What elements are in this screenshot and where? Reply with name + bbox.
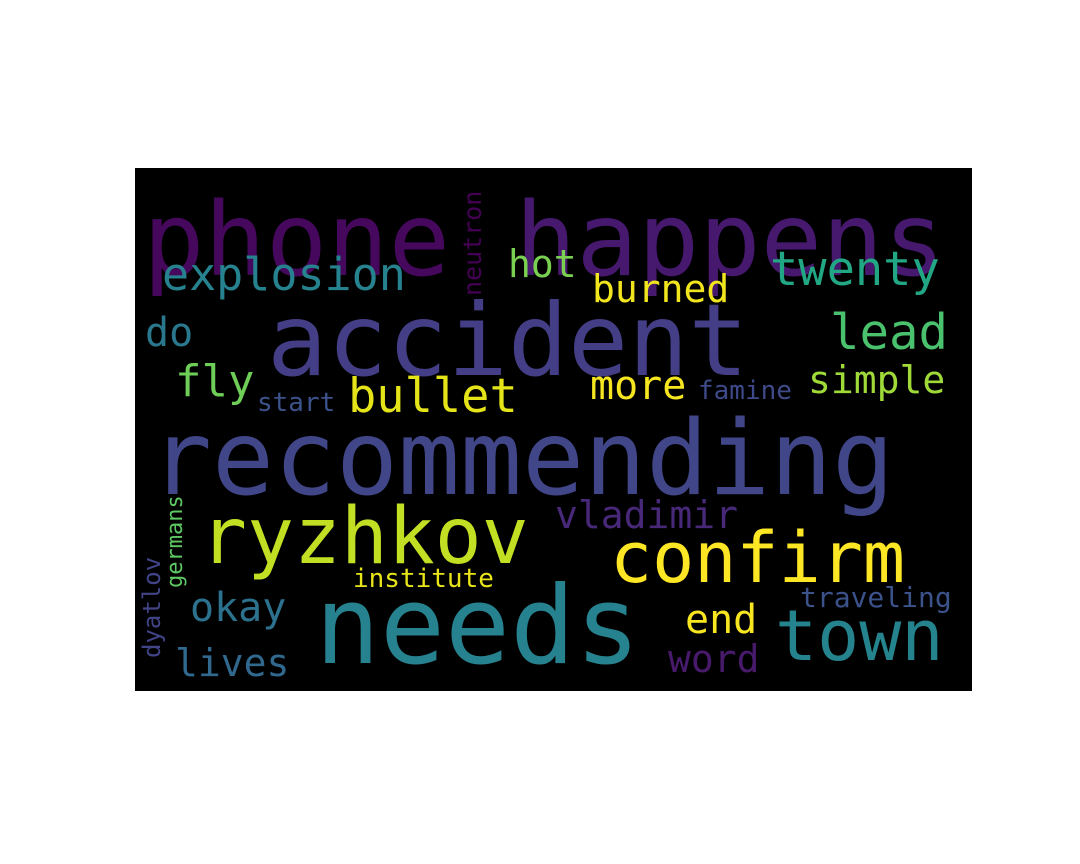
word-cloud: phone happens accident recommending need…	[135, 168, 972, 691]
word-town: town	[775, 595, 944, 677]
word-famine: famine	[698, 376, 792, 406]
word-twenty: twenty	[770, 242, 940, 297]
word-start: start	[257, 388, 336, 418]
word-explosion: explosion	[162, 248, 406, 301]
word-phone: phone	[143, 181, 451, 300]
word-bullet: bullet	[348, 369, 518, 424]
word-fly: fly	[175, 356, 255, 407]
word-end: end	[685, 597, 758, 643]
word-simple: simple	[808, 358, 946, 402]
word-ryzhkov: ryzhkov	[200, 492, 529, 582]
word-neutron: neutron	[458, 190, 487, 296]
word-recommending: recommending	[150, 399, 895, 519]
word-word: word	[668, 637, 760, 681]
word-hot: hot	[508, 242, 577, 286]
word-okay: okay	[190, 585, 287, 631]
word-happens: happens	[515, 181, 945, 300]
word-needs: needs	[315, 564, 641, 689]
word-lead: lead	[830, 304, 949, 361]
word-burned: burned	[592, 267, 730, 311]
word-accident: accident	[267, 282, 749, 399]
word-vladimir: vladimir	[555, 493, 739, 537]
word-dyatlov: dyatlov	[138, 556, 166, 658]
word-do: do	[145, 310, 194, 356]
word-traveling: traveling	[800, 581, 952, 614]
word-germans: germans	[163, 495, 188, 588]
word-institute: institute	[353, 564, 494, 594]
word-confirm: confirm	[610, 517, 906, 599]
word-more: more	[590, 363, 687, 409]
word-lives: lives	[175, 641, 290, 685]
